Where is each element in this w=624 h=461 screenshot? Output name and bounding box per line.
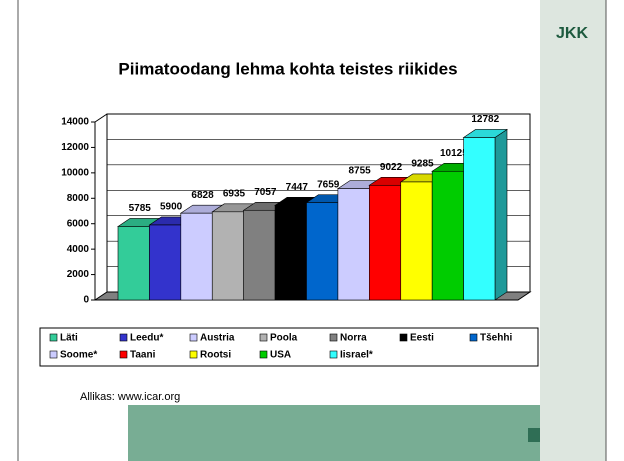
y-tick-label: 14000 — [61, 117, 89, 128]
value-label: 10125 — [440, 148, 468, 159]
chart-title: Piimatoodang lehma kohta teistes riikide… — [118, 59, 457, 78]
value-label: 7057 — [254, 187, 277, 198]
bar-side — [494, 128, 508, 301]
legend-label: Taani — [130, 350, 156, 361]
y-axis-side — [94, 113, 108, 123]
value-label: 9022 — [380, 162, 403, 173]
bar — [369, 184, 402, 301]
legend-swatch — [49, 333, 58, 342]
logo: JKK — [556, 25, 588, 42]
y-tick-label: 8000 — [67, 193, 90, 204]
bar — [243, 209, 276, 301]
bar — [117, 226, 150, 301]
legend-label: Eesti — [410, 333, 434, 344]
value-label: 5900 — [160, 202, 183, 213]
value-label: 6935 — [223, 188, 246, 199]
footer-square — [528, 428, 540, 442]
y-tick-label: 10000 — [61, 167, 89, 178]
legend-swatch — [49, 350, 58, 359]
legend-label: Norra — [340, 333, 367, 344]
legend-label: USA — [270, 350, 291, 361]
bar — [149, 224, 182, 301]
value-label: 6828 — [191, 190, 214, 201]
bar — [211, 211, 244, 301]
legend-swatch — [189, 333, 198, 342]
legend-label: Tšehhi — [480, 333, 512, 344]
legend-swatch — [399, 333, 408, 342]
legend-swatch — [189, 350, 198, 359]
value-label: 7447 — [286, 182, 309, 193]
source: Allikas: www.icar.org — [80, 391, 180, 403]
legend-label: Soome* — [60, 350, 97, 361]
bar — [463, 137, 496, 301]
legend-label: Rootsi — [200, 350, 231, 361]
y-tick-label: 4000 — [67, 244, 90, 255]
bar — [274, 205, 307, 301]
footer-bar — [128, 405, 540, 461]
legend-label: Leedu* — [130, 333, 163, 344]
y-tick-label: 12000 — [61, 142, 89, 153]
value-label: 5785 — [129, 203, 152, 214]
side-strip — [540, 0, 606, 461]
legend-swatch — [259, 350, 268, 359]
legend-label: Austria — [200, 333, 235, 344]
y-tick-label: 0 — [83, 295, 89, 306]
bar — [180, 212, 213, 301]
legend-label: Iisrael* — [340, 350, 373, 361]
legend-label: Läti — [60, 333, 78, 344]
value-label: 7659 — [317, 179, 340, 190]
legend-swatch — [469, 333, 478, 342]
bar — [337, 188, 370, 301]
legend-swatch — [329, 350, 338, 359]
legend-label: Poola — [270, 333, 298, 344]
y-tick-label: 6000 — [67, 218, 90, 229]
legend-swatch — [259, 333, 268, 342]
value-label: 12782 — [471, 114, 499, 125]
legend-swatch — [329, 333, 338, 342]
y-tick-label: 2000 — [67, 269, 90, 280]
bar — [306, 202, 339, 301]
bar — [431, 170, 464, 301]
value-label: 8755 — [349, 165, 372, 176]
legend-swatch — [119, 350, 128, 359]
bar — [400, 181, 433, 301]
legend-swatch — [119, 333, 128, 342]
value-label: 9285 — [411, 159, 434, 170]
